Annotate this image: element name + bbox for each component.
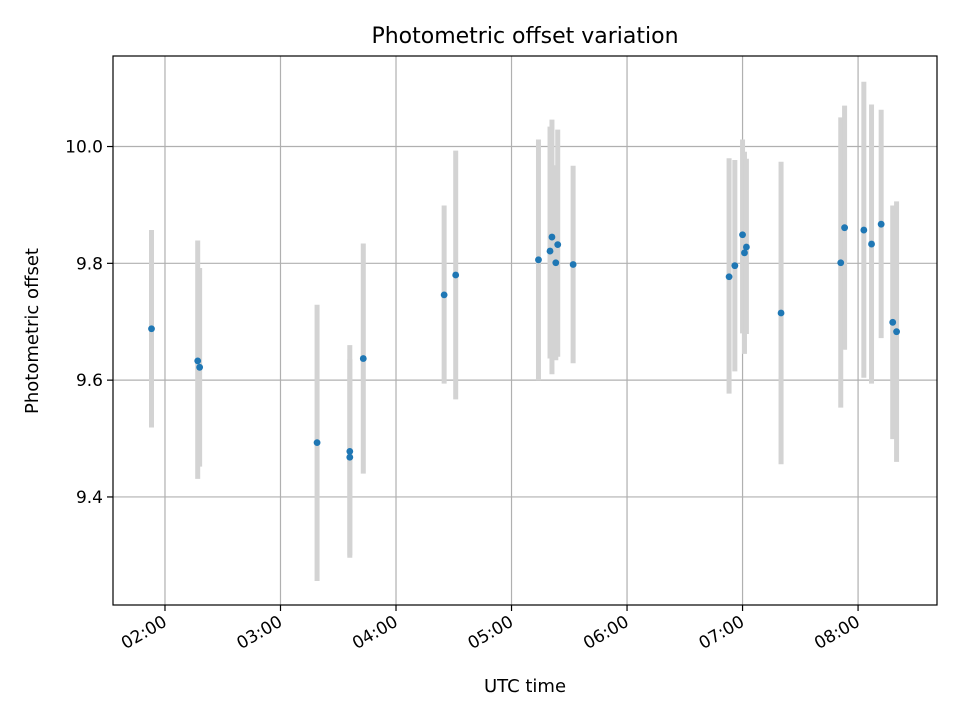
data-point	[313, 439, 321, 447]
data-point	[552, 259, 560, 267]
data-point	[837, 259, 845, 267]
data-point	[569, 261, 577, 268]
data-point	[731, 262, 739, 270]
x-tick-label: 02:00	[118, 612, 170, 654]
data-point	[725, 273, 733, 281]
y-axis-label: Photometric offset	[22, 248, 43, 414]
y-tick-label: 9.4	[76, 488, 103, 508]
data-point	[841, 224, 848, 232]
chart-title: Photometric offset variation	[371, 24, 678, 49]
x-tick-label: 04:00	[349, 612, 401, 654]
data-point	[741, 249, 748, 257]
x-tick-label: 05:00	[465, 612, 517, 654]
data-point	[196, 363, 204, 371]
data-point	[535, 256, 542, 264]
data-point	[877, 220, 885, 228]
plot-frame	[112, 55, 938, 606]
x-tick-label: 08:00	[811, 612, 863, 654]
y-tick-label: 9.6	[76, 371, 103, 391]
data-point	[194, 357, 202, 365]
x-tick-label: 06:00	[580, 612, 632, 654]
y-tick-label: 9.8	[76, 254, 103, 274]
data-point	[346, 447, 354, 455]
data-points	[148, 220, 900, 461]
error-bars	[149, 81, 900, 582]
x-tick-label: 03:00	[234, 612, 286, 654]
data-point	[546, 247, 554, 255]
grid	[113, 56, 937, 605]
data-point	[359, 355, 367, 362]
data-point	[743, 243, 750, 251]
data-point	[346, 453, 354, 461]
x-tick-label: 07:00	[696, 612, 748, 654]
data-point	[868, 240, 875, 248]
data-point	[440, 291, 448, 299]
data-point	[777, 309, 785, 317]
y-tick-label: 10.0	[65, 138, 103, 158]
x-axis-label: UTC time	[484, 676, 566, 697]
data-point	[548, 233, 556, 241]
data-point	[739, 231, 746, 239]
data-point	[860, 226, 868, 234]
data-point	[893, 328, 900, 336]
data-point	[554, 241, 562, 249]
data-point	[889, 318, 897, 326]
data-point	[148, 325, 155, 333]
data-point	[452, 271, 460, 279]
